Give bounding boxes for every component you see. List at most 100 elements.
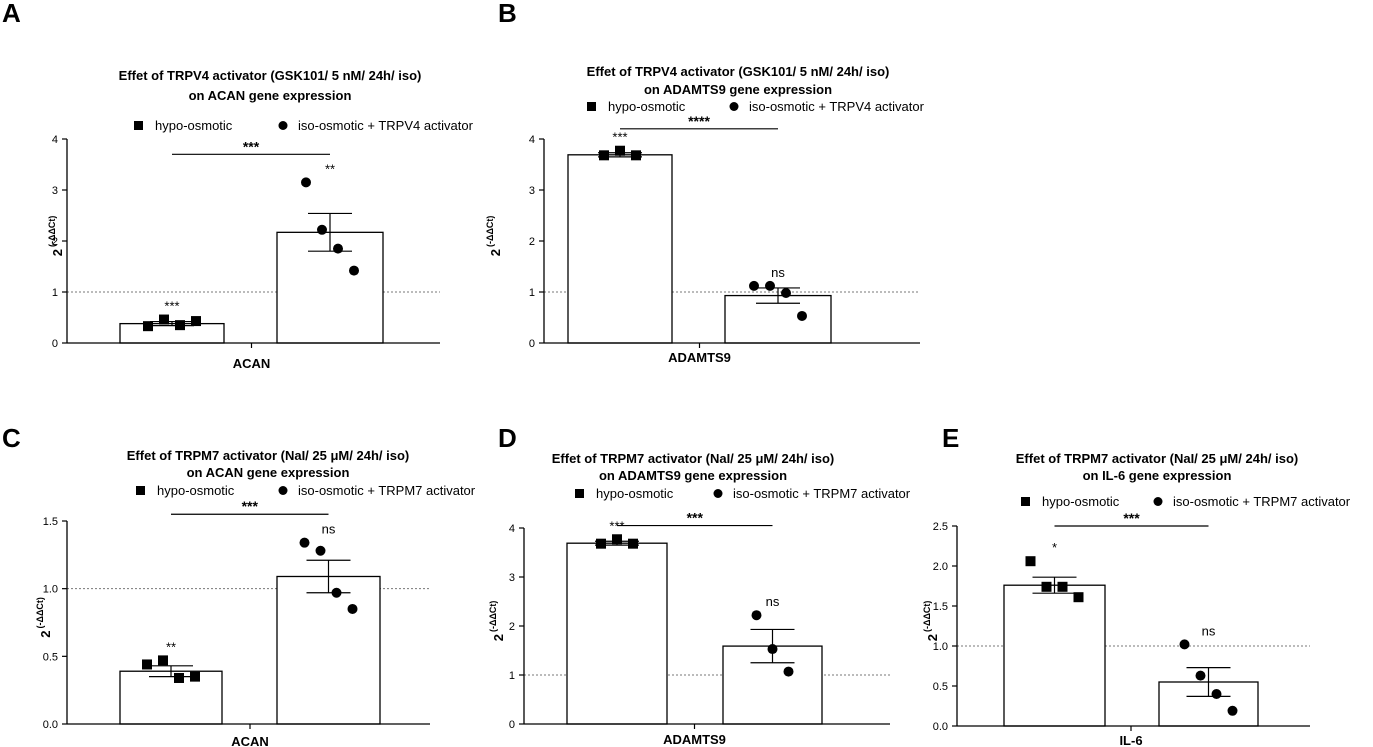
panel-a-y-tick-label: 1 <box>52 287 58 299</box>
panel-b-comparison-label: **** <box>688 113 710 129</box>
panel-c-datapoint-iso <box>331 587 342 598</box>
panel-letter-c: C <box>2 423 21 453</box>
panel-d-annotation-iso: ns <box>766 594 780 609</box>
panel-a-y-label-base: 2 <box>50 249 65 256</box>
panel-b-datapoint-iso <box>797 310 807 321</box>
panel-a-y-label-exponent: (-ΔΔCt) <box>47 216 57 247</box>
panel-c-y-label: 2 (-ΔΔCt) <box>35 597 53 638</box>
panel-a-y-tick-label: 2 <box>52 236 58 248</box>
panel-a-y-tick-label: 3 <box>52 185 58 197</box>
panel-b-annotation-hypo: *** <box>612 130 627 145</box>
panel-a-bar-hypo <box>119 322 225 344</box>
panel-d-datapoint-iso <box>767 644 778 655</box>
panel-c-y-tick-label: 0.0 <box>43 719 58 731</box>
panel-a-x-label: ACAN <box>233 356 271 371</box>
panel-e-datapoint-hypo <box>1025 556 1036 567</box>
panel-a-y-label: 2(-ΔΔCt) <box>47 216 65 257</box>
panel-e-bar-hypo <box>1003 584 1106 727</box>
panel-b-y-tick-label: 2 <box>529 236 535 248</box>
panel-a-title-line1: Effet of TRPV4 activator (GSK101/ 5 nM/ … <box>119 68 422 83</box>
panel-e-y-label-base: 2 <box>925 634 940 641</box>
panel-b-legend-label-hypo: hypo-osmotic <box>608 99 686 114</box>
panel-a-y-tick-label: 0 <box>52 338 58 350</box>
panel-a-legend-label-iso: iso-osmotic + TRPV4 activator <box>298 118 474 133</box>
panel-e-legend-label-hypo: hypo-osmotic <box>1042 494 1120 509</box>
panel-e-datapoint-iso <box>1227 705 1238 716</box>
panel-d-y-label-exponent: (-ΔΔCt) <box>488 601 498 632</box>
panel-letter-a: A <box>2 0 21 28</box>
panel-b-title-line2: on ADAMTS9 gene expression <box>644 82 832 97</box>
panel-c-y-label-base: 2 <box>38 631 53 638</box>
panel-a-datapoint-hypo <box>191 316 201 327</box>
panel-b-legend-square-marker <box>587 102 596 111</box>
panel-c-datapoint-hypo <box>174 672 184 683</box>
panel-e-legend-circle-marker <box>1153 497 1163 506</box>
panel-e-datapoint-hypo <box>1041 581 1052 592</box>
panel-e-comparison-label: *** <box>1123 510 1140 526</box>
panel-d-title-line2: on ADAMTS9 gene expression <box>599 468 787 483</box>
panel-e-y-label-exponent: (-ΔΔCt) <box>922 601 932 632</box>
panel-e-y-tick-label: 0.5 <box>933 681 948 693</box>
panel-e-legend-square-marker <box>1021 497 1030 506</box>
panel-c-legend-label-iso: iso-osmotic + TRPM7 activator <box>298 483 476 498</box>
panel-a-datapoint-hypo <box>175 320 185 331</box>
panel-c-y-label-exponent: (-ΔΔCt) <box>35 597 45 628</box>
panel-d-comparison-label: *** <box>687 510 704 526</box>
panel-b-y-tick-label: 1 <box>529 287 535 299</box>
panel-c-y-tick-label: 1.5 <box>43 516 58 528</box>
panel-e-title-line1: Effet of TRPM7 activator (NaI/ 25 μM/ 24… <box>1016 451 1298 466</box>
panel-e-datapoint-iso <box>1179 639 1190 650</box>
panel-c-datapoint-hypo <box>190 671 200 682</box>
panel-c-datapoint-iso <box>315 545 326 556</box>
panel-e-datapoint-hypo <box>1057 581 1068 592</box>
panel-b-bar-hypo <box>567 154 673 344</box>
panel-c-title-line1: Effet of TRPM7 activator (NaI/ 25 μM/ 24… <box>127 448 409 463</box>
panel-a-datapoint-iso <box>349 265 359 276</box>
panel-c-annotation-hypo: ** <box>166 639 176 654</box>
panel-e-title-line2: on IL-6 gene expression <box>1083 468 1232 483</box>
panel-b-datapoint-hypo <box>615 145 625 156</box>
panel-d-y-tick-label: 1 <box>509 670 515 682</box>
panel-d-title-line1: Effet of TRPM7 activator (NaI/ 25 μM/ 24… <box>552 451 834 466</box>
panel-d-y-tick-label: 3 <box>509 572 515 584</box>
panel-e-y-tick-label: 2.0 <box>933 561 948 573</box>
panel-c-datapoint-hypo <box>158 655 168 666</box>
panel-b-y-tick-label: 0 <box>529 338 535 350</box>
panel-d-bar-hypo <box>566 542 668 725</box>
panel-d-y-tick-label: 4 <box>509 523 515 535</box>
panel-d-legend-circle-marker <box>713 489 723 498</box>
panel-c-title-line2: on ACAN gene expression <box>187 465 350 480</box>
panel-e-y-label: 2 (-ΔΔCt) <box>922 601 940 642</box>
panel-a-title-line2: on ACAN gene expression <box>189 88 352 103</box>
panel-b-y-label-exponent: (-ΔΔCt) <box>485 216 495 247</box>
panel-e-datapoint-iso <box>1195 670 1206 681</box>
panel-c-datapoint-hypo <box>142 659 152 670</box>
panel-letter-b: B <box>498 0 517 28</box>
panel-a-annotation-iso: ** <box>325 161 335 176</box>
panel-b-datapoint-iso <box>781 288 791 299</box>
chart-panel-e: Effet of TRPM7 activator (NaI/ 25 μM/ 24… <box>922 451 1351 747</box>
panel-letter-e: E <box>942 423 960 453</box>
panel-d-y-label: 2 (-ΔΔCt) <box>488 601 506 642</box>
panel-a-datapoint-iso <box>301 177 311 188</box>
panel-c-datapoint-iso <box>299 537 310 548</box>
panel-d-datapoint-iso <box>783 666 794 677</box>
chart-panel-d: Effet of TRPM7 activator (NaI/ 25 μM/ 24… <box>488 451 911 747</box>
panel-c-x-label: ACAN <box>231 734 269 747</box>
panel-d-datapoint-hypo <box>612 534 622 545</box>
panel-c-annotation-iso: ns <box>322 522 336 537</box>
panel-a-datapoint-iso <box>317 224 327 235</box>
panel-d-datapoint-hypo <box>596 538 606 549</box>
panel-b-datapoint-hypo <box>599 150 609 161</box>
panel-e-y-tick-label: 1.0 <box>933 641 948 653</box>
panel-c-comparison-label: *** <box>242 498 259 514</box>
panel-b-y-tick-label: 3 <box>529 185 535 197</box>
panel-b-y-label: 2 (-ΔΔCt) <box>485 216 503 257</box>
panel-d-legend-label-hypo: hypo-osmotic <box>596 486 674 501</box>
panel-e-datapoint-iso <box>1211 689 1222 699</box>
panel-e-x-label: IL-6 <box>1119 733 1142 747</box>
panel-c-legend-circle-marker <box>278 486 288 495</box>
panel-d-y-label-base: 2 <box>491 634 506 641</box>
panel-d-legend-label-iso: iso-osmotic + TRPM7 activator <box>733 486 911 501</box>
panel-e-datapoint-hypo <box>1073 592 1084 603</box>
